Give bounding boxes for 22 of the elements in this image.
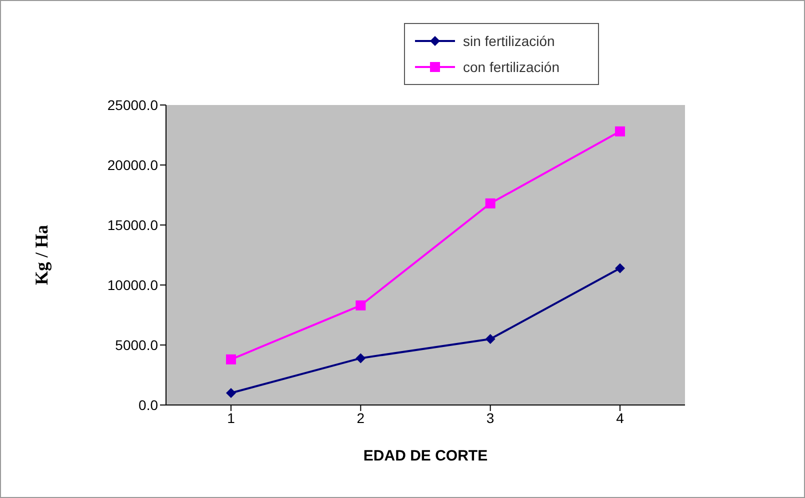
point <box>226 388 236 398</box>
y-tick-label: 5000.0 <box>115 336 158 353</box>
y-tick-label: 0.0 <box>138 396 158 413</box>
point <box>615 263 625 274</box>
point <box>485 198 496 208</box>
y-tick-label: 20000.0 <box>107 156 158 173</box>
x-axis-title: EDAD DE CORTE <box>363 448 488 465</box>
x-tick-label: 3 <box>486 410 494 426</box>
point <box>356 353 366 364</box>
y-tick-label: 10000.0 <box>107 276 158 293</box>
legend-label: con fertilización <box>463 58 560 77</box>
point <box>615 126 625 136</box>
x-tick-label: 2 <box>356 410 365 426</box>
y-tick-label: 15000.0 <box>107 216 158 233</box>
point <box>226 354 236 364</box>
legend-label: sin fertilización <box>463 32 555 51</box>
y-axis-title: Kg / Ha <box>31 224 52 286</box>
point <box>356 300 366 310</box>
point <box>485 334 496 344</box>
y-tick-label: 25000.0 <box>107 96 158 113</box>
x-tick-label: 4 <box>616 410 624 426</box>
x-tick-label: 1 <box>227 410 236 426</box>
